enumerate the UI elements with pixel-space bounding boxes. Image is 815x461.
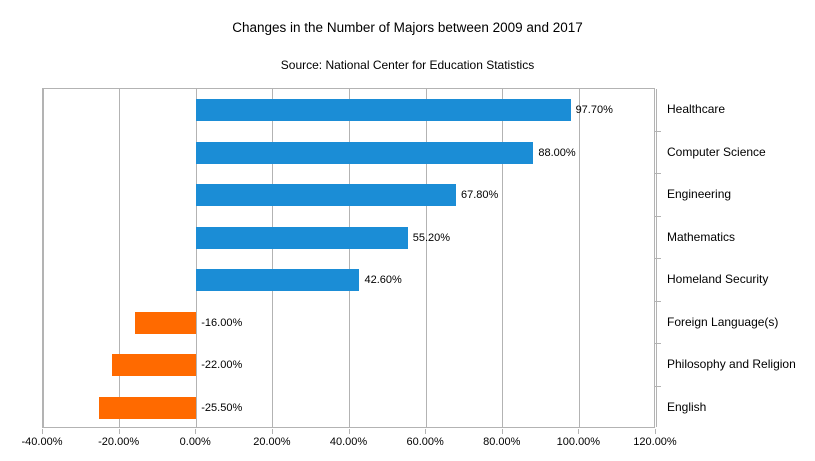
category-axis-tick-mark (654, 300, 661, 302)
category-label-computer-science: Computer Science (667, 144, 766, 159)
bar-engineering (196, 184, 456, 207)
bar-philosophy-and-religion (111, 354, 197, 377)
x-axis-tick-mark (655, 429, 656, 434)
x-axis-tick-mark (195, 429, 197, 434)
bar-foreign-language-s- (134, 311, 197, 334)
category-label-philosophy-and-religion: Philosophy and Religion (667, 357, 796, 372)
x-axis-tick-label: 100.00% (556, 436, 601, 448)
category-axis-tick-mark (654, 343, 661, 344)
x-axis-tick-label: 120.00% (633, 436, 677, 448)
vertical-gridline (195, 89, 197, 427)
plot-area: 97.70% 88.00% 67.80% 55.20% 42.60% -16.00% -22… (42, 88, 657, 428)
category-label-english: English (667, 399, 707, 414)
category-axis-tick-mark (654, 258, 661, 259)
chart-subtitle: Source: National Center for Education St… (280, 58, 535, 72)
bar-value-label: 67.80% (461, 189, 499, 202)
category-label-mathematics: Mathematics (667, 229, 736, 244)
vertical-gridline (502, 89, 504, 427)
x-axis-tick-label: 60.00% (406, 436, 444, 448)
category-label-homeland-security: Homeland Security (667, 272, 769, 287)
bar-value-label: -22.00% (201, 359, 243, 372)
bar-mathematics (196, 226, 408, 249)
x-axis-tick-mark (348, 429, 350, 434)
x-axis-tick-mark (425, 429, 427, 434)
chart-title: Changes in the Number of Majors between … (232, 20, 583, 35)
bar-computer-science (196, 141, 534, 164)
x-axis-tick-mark (578, 429, 580, 434)
x-axis-tick-mark (271, 429, 273, 434)
x-axis-tick-label: -40.00% (21, 436, 63, 448)
x-axis-tick-label: 0.00% (179, 436, 211, 448)
category-label-engineering: Engineering (667, 187, 732, 202)
bar-value-label: -25.50% (201, 401, 243, 414)
x-axis-tick-label: 40.00% (329, 436, 368, 448)
vertical-gridline (578, 89, 580, 427)
vertical-gridline (42, 89, 44, 427)
vertical-gridline (119, 89, 121, 427)
x-axis-tick-mark (118, 429, 120, 434)
x-axis-tick-mark (42, 429, 43, 434)
category-axis-tick-mark (654, 130, 661, 132)
bar-english (98, 396, 197, 419)
category-axis-tick-mark (654, 385, 661, 387)
bar-value-label: 55.20% (412, 231, 451, 244)
bar-value-label: 88.00% (538, 146, 576, 159)
category-axis-tick-mark (654, 215, 661, 217)
bar-value-label: -16.00% (201, 316, 243, 329)
bar-homeland-security (196, 269, 360, 292)
vertical-gridline (425, 89, 427, 427)
category-label-foreign-language-s-: Foreign Language(s) (667, 314, 779, 329)
x-axis-tick-label: 80.00% (483, 436, 521, 448)
bar-value-label: 42.60% (364, 274, 402, 287)
x-axis-tick-label: -20.00% (98, 436, 140, 448)
category-axis-tick-mark (654, 173, 661, 174)
bar-healthcare (196, 99, 571, 122)
vertical-gridline (272, 89, 274, 427)
x-axis-tick-label: 20.00% (253, 436, 291, 448)
x-axis-tick-mark (501, 429, 503, 434)
category-label-healthcare: Healthcare (667, 102, 726, 117)
bar-value-label: 97.70% (575, 104, 613, 117)
vertical-gridline (349, 89, 350, 427)
